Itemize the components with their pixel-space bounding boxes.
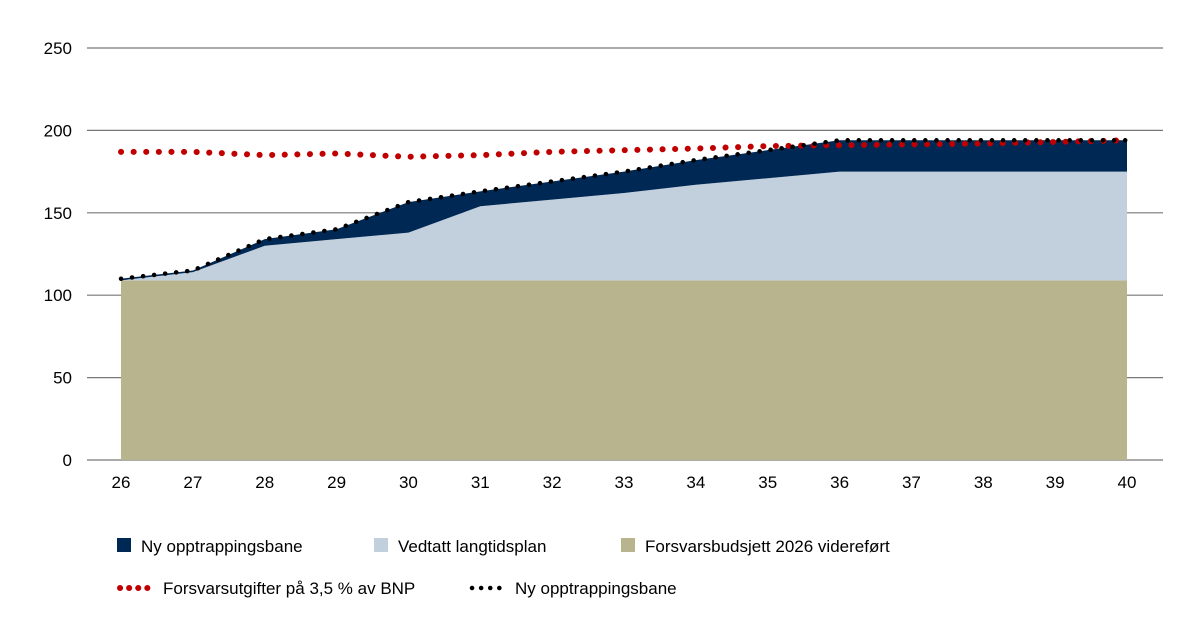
legend-swatch bbox=[621, 538, 635, 552]
x-tick-label: 27 bbox=[183, 473, 202, 492]
legend-label: Forsvarsutgifter på 3,5 % av BNP bbox=[163, 579, 415, 598]
x-tick-label: 40 bbox=[1118, 473, 1137, 492]
x-tick-label: 30 bbox=[399, 473, 418, 492]
y-tick-label: 200 bbox=[44, 121, 72, 140]
y-tick-label: 250 bbox=[44, 39, 72, 58]
legend-label: Vedtatt langtidsplan bbox=[398, 537, 546, 556]
area-series-0 bbox=[121, 280, 1127, 460]
x-tick-label: 36 bbox=[830, 473, 849, 492]
legend-swatch bbox=[374, 538, 388, 552]
x-tick-label: 39 bbox=[1046, 473, 1065, 492]
y-tick-label: 50 bbox=[53, 369, 72, 388]
line-series-0 bbox=[118, 137, 1130, 160]
x-tick-label: 38 bbox=[974, 473, 993, 492]
line-series-1 bbox=[118, 138, 1130, 281]
area-series-2 bbox=[121, 140, 1127, 281]
x-tick-label: 32 bbox=[543, 473, 562, 492]
x-tick-label: 28 bbox=[255, 473, 274, 492]
x-tick-label: 33 bbox=[615, 473, 634, 492]
x-tick-label: 26 bbox=[112, 473, 131, 492]
legend-label: Forsvarsbudsjett 2026 videreført bbox=[645, 537, 890, 556]
x-tick-label: 37 bbox=[902, 473, 921, 492]
x-tick-label: 31 bbox=[471, 473, 490, 492]
x-tick-label: 35 bbox=[758, 473, 777, 492]
legend-swatch bbox=[117, 538, 131, 552]
area-series-1 bbox=[121, 171, 1127, 281]
y-tick-label: 100 bbox=[44, 286, 72, 305]
y-tick-label: 150 bbox=[44, 204, 72, 223]
x-tick-label: 34 bbox=[686, 473, 705, 492]
legend-label: Ny opptrappingsbane bbox=[141, 537, 303, 556]
y-tick-label: 0 bbox=[63, 451, 72, 470]
x-tick-label: 29 bbox=[327, 473, 346, 492]
legend-label: Ny opptrappingsbane bbox=[515, 579, 677, 598]
